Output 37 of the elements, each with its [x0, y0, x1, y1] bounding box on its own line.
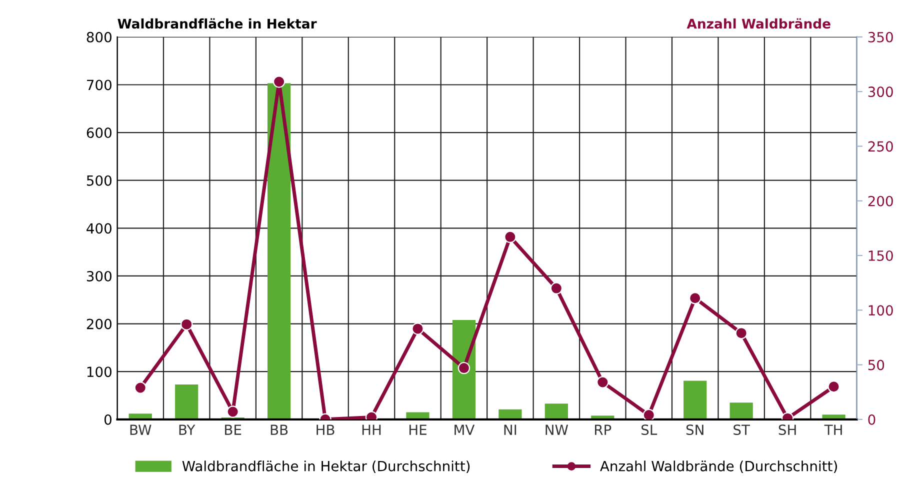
- x-tick-label: RP: [595, 424, 612, 435]
- y2-tick-label: 0: [868, 414, 876, 425]
- y2-tick-label: 350: [868, 32, 893, 42]
- x-tick-label: HH: [362, 424, 381, 435]
- y-tick-label: 400: [86, 223, 112, 234]
- y-axis-title: Waldbrandfläche in Hektar: [118, 18, 317, 29]
- x-tick-label: BY: [179, 424, 196, 435]
- y-tick-label: 200: [86, 318, 112, 330]
- x-tick-label: HE: [409, 424, 426, 435]
- legend-label: Anzahl Waldbrände (Durchschnitt): [600, 460, 837, 473]
- y2-axis-title: Anzahl Waldbrände: [686, 18, 830, 29]
- x-tick-label: SH: [778, 424, 796, 436]
- x-tick-label: BW: [130, 424, 152, 435]
- y-tick-label: 700: [87, 80, 112, 90]
- y2-tick-label: 50: [868, 360, 884, 370]
- x-tick-label: MV: [454, 424, 475, 435]
- x-tick-label: ST: [734, 424, 750, 436]
- x-tick-label: SN: [686, 424, 704, 436]
- x-tick-label: BB: [270, 424, 288, 435]
- y-tick-label: 0: [104, 414, 112, 425]
- x-tick-label: HB: [316, 424, 334, 435]
- y2-tick-label: 300: [868, 86, 893, 98]
- y-tick-label: 100: [87, 366, 112, 378]
- x-tick-label: NW: [546, 424, 568, 435]
- y-tick-label: 500: [86, 175, 112, 186]
- x-tick-label: TH: [824, 424, 842, 435]
- x-tick-label: NI: [504, 424, 516, 435]
- y2-tick-label: 200: [868, 196, 893, 206]
- legend-label: Waldbrandfläche in Hektar (Durchschnitt): [182, 460, 470, 473]
- x-tick-label: BE: [225, 424, 242, 435]
- x-tick-label: SL: [642, 424, 658, 436]
- y-tick-label: 300: [86, 270, 112, 282]
- y2-tick-label: 250: [868, 141, 893, 152]
- y-tick-label: 800: [86, 32, 112, 42]
- y-tick-label: 600: [86, 128, 112, 138]
- y2-tick-label: 100: [868, 305, 893, 316]
- y2-tick-label: 150: [868, 250, 893, 261]
